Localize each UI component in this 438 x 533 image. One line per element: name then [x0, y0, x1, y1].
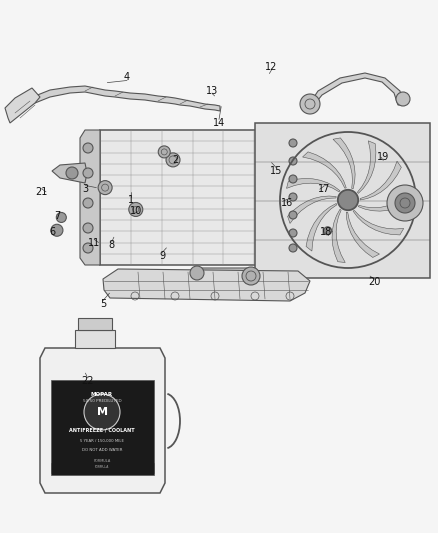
Text: 19: 19	[377, 152, 389, 162]
Circle shape	[289, 193, 297, 201]
Text: 10: 10	[130, 206, 142, 215]
Text: 21: 21	[35, 187, 48, 197]
Polygon shape	[358, 194, 410, 211]
Bar	[51, 380, 154, 475]
Text: 6: 6	[49, 227, 56, 237]
Text: 5 YEAR / 150,000 MILE: 5 YEAR / 150,000 MILE	[80, 439, 124, 443]
Text: 5: 5	[100, 299, 106, 309]
Bar	[100, 130, 285, 265]
Circle shape	[129, 203, 143, 216]
Circle shape	[66, 167, 78, 179]
Text: 4: 4	[124, 72, 130, 82]
Circle shape	[324, 227, 332, 235]
Text: 18: 18	[320, 227, 332, 237]
Polygon shape	[40, 348, 165, 493]
Text: FORMULA: FORMULA	[93, 459, 111, 463]
Polygon shape	[30, 86, 220, 111]
Polygon shape	[285, 130, 303, 265]
Text: ANTIFREEZE / COOLANT: ANTIFREEZE / COOLANT	[69, 427, 135, 432]
Text: 17: 17	[318, 184, 330, 194]
Polygon shape	[306, 204, 337, 251]
Polygon shape	[103, 269, 310, 301]
Circle shape	[387, 185, 423, 221]
Polygon shape	[80, 130, 100, 265]
Circle shape	[83, 143, 93, 153]
Text: 3: 3	[82, 184, 88, 194]
Circle shape	[83, 243, 93, 253]
Circle shape	[83, 223, 93, 233]
Text: 11: 11	[88, 238, 100, 247]
Text: DO NOT ADD WATER: DO NOT ADD WATER	[82, 448, 122, 452]
Polygon shape	[195, 268, 252, 288]
Circle shape	[396, 92, 410, 106]
Circle shape	[83, 198, 93, 208]
Circle shape	[84, 394, 120, 430]
Polygon shape	[357, 141, 376, 193]
Circle shape	[395, 193, 415, 213]
Circle shape	[83, 168, 93, 178]
Text: 50/50 PREDILUTED: 50/50 PREDILUTED	[83, 399, 121, 403]
Circle shape	[51, 224, 63, 236]
Circle shape	[289, 244, 297, 252]
Circle shape	[289, 229, 297, 237]
Polygon shape	[303, 152, 346, 188]
Polygon shape	[332, 209, 345, 262]
Polygon shape	[286, 179, 340, 192]
Polygon shape	[310, 73, 404, 105]
Circle shape	[190, 266, 204, 280]
Polygon shape	[346, 212, 379, 257]
Polygon shape	[360, 161, 401, 200]
Circle shape	[166, 153, 180, 167]
Polygon shape	[5, 88, 40, 123]
Bar	[255, 123, 430, 278]
Text: MOPAR: MOPAR	[91, 392, 113, 397]
Text: 16: 16	[281, 198, 293, 207]
Circle shape	[289, 211, 297, 219]
Circle shape	[338, 190, 358, 210]
Bar	[75, 330, 115, 348]
Circle shape	[242, 267, 260, 285]
Polygon shape	[333, 138, 355, 189]
Circle shape	[57, 213, 66, 222]
Circle shape	[289, 157, 297, 165]
Polygon shape	[353, 211, 404, 235]
Bar	[51, 463, 154, 473]
Circle shape	[289, 139, 297, 147]
Text: 2: 2	[172, 155, 178, 165]
Text: FORMULA: FORMULA	[95, 465, 109, 469]
Circle shape	[300, 94, 320, 114]
Circle shape	[158, 146, 170, 158]
Text: 9: 9	[159, 251, 165, 261]
Text: 22: 22	[81, 376, 94, 386]
Text: 12: 12	[265, 62, 278, 71]
Text: 1: 1	[128, 195, 134, 205]
Circle shape	[98, 181, 112, 195]
Text: 14: 14	[213, 118, 225, 127]
Text: 7: 7	[54, 211, 60, 221]
Text: 13: 13	[206, 86, 219, 95]
Text: M: M	[96, 407, 107, 417]
Polygon shape	[288, 196, 336, 223]
Text: 15: 15	[270, 166, 282, 175]
Text: 8: 8	[109, 240, 115, 250]
Polygon shape	[52, 163, 87, 183]
Circle shape	[289, 175, 297, 183]
Text: 20: 20	[368, 278, 381, 287]
Bar	[78, 318, 112, 330]
